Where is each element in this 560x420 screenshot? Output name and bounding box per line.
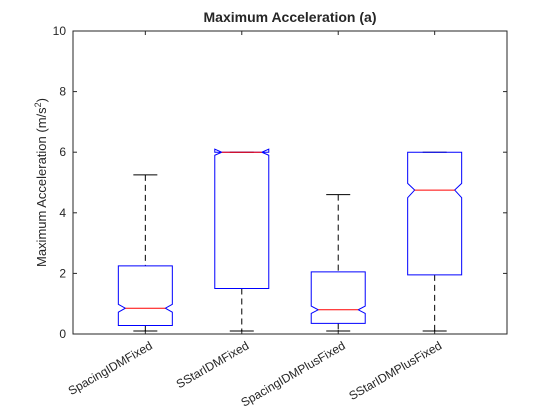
box-series xyxy=(117,148,463,332)
y-axis-label-close: ) xyxy=(34,98,49,102)
y-tick-label: 10 xyxy=(53,24,67,38)
y-tick-label: 2 xyxy=(59,266,66,280)
box-1 xyxy=(117,174,173,332)
box-body xyxy=(117,265,173,327)
y-axis-label-text: Maximum Acceleration (m/s xyxy=(34,107,49,267)
y-tick-label: 6 xyxy=(59,145,66,159)
box-body xyxy=(310,271,366,324)
y-axis-label: Maximum Acceleration (m/s2) xyxy=(33,98,49,267)
y-tick-label: 8 xyxy=(59,85,66,99)
y-tick-label: 0 xyxy=(59,327,66,341)
plot-area xyxy=(72,30,508,335)
box-3 xyxy=(310,194,366,332)
axis-ticks: 0 2 4 6 8 10 xyxy=(53,24,507,341)
y-tick-label: 4 xyxy=(59,206,66,220)
box-2 xyxy=(214,148,270,332)
chart-title: Maximum Acceleration (a) xyxy=(204,9,377,25)
box-body xyxy=(407,151,463,276)
y-axis-label-superscript: 2 xyxy=(33,102,43,107)
box-4 xyxy=(407,151,463,332)
box-body xyxy=(214,148,270,290)
